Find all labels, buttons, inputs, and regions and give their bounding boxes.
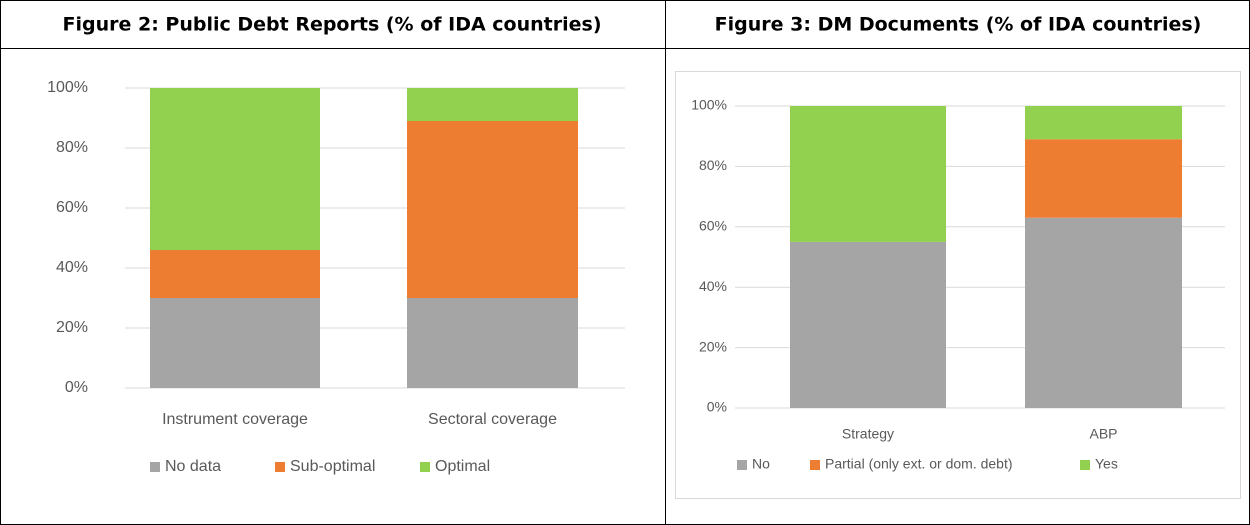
y-tick-label: 20% <box>56 319 88 336</box>
bar-segment <box>790 241 946 408</box>
y-tick-label: 100% <box>47 79 88 96</box>
legend-swatch <box>1080 460 1090 470</box>
bar-segment <box>407 298 578 388</box>
legend-swatch <box>420 462 430 472</box>
y-tick-label: 80% <box>699 157 727 173</box>
chart-title: Figure 3: DM Documents (% of IDA countri… <box>715 14 1202 36</box>
legend-swatch <box>810 460 820 470</box>
y-tick-label: 0% <box>707 399 727 415</box>
y-tick-label: 20% <box>699 338 727 354</box>
bar-segment <box>1025 106 1182 140</box>
bar-segment <box>150 298 320 388</box>
x-tick-label: Instrument coverage <box>162 411 308 428</box>
y-tick-label: 40% <box>699 278 727 294</box>
y-tick-label: 60% <box>699 218 727 234</box>
legend-label: Yes <box>1095 456 1118 472</box>
x-tick-label: Strategy <box>842 426 894 442</box>
legend-label: Partial (only ext. or dom. debt) <box>825 456 1013 472</box>
chart-frame <box>675 71 1241 499</box>
y-tick-label: 60% <box>56 199 88 216</box>
y-tick-label: 40% <box>56 259 88 276</box>
chart-title: Figure 2: Public Debt Reports (% of IDA … <box>62 14 601 36</box>
legend-label: No <box>752 456 770 472</box>
legend-swatch <box>737 460 747 470</box>
bar-segment <box>150 88 320 250</box>
legend-swatch <box>275 462 285 472</box>
legend-label: Sub-optimal <box>290 458 375 475</box>
legend-swatch <box>150 462 160 472</box>
y-tick-label: 100% <box>691 97 727 113</box>
x-tick-label: Sectoral coverage <box>428 411 557 428</box>
bar-segment <box>790 106 946 242</box>
bar-segment <box>150 250 320 298</box>
y-tick-label: 0% <box>65 379 88 396</box>
y-tick-label: 80% <box>56 139 88 156</box>
bar-segment <box>407 88 578 121</box>
x-tick-label: ABP <box>1089 426 1117 442</box>
legend-label: No data <box>165 458 221 475</box>
legend-label: Optimal <box>435 458 490 475</box>
bar-segment <box>1025 139 1182 218</box>
bar-segment <box>407 121 578 298</box>
bar-segment <box>1025 217 1182 408</box>
